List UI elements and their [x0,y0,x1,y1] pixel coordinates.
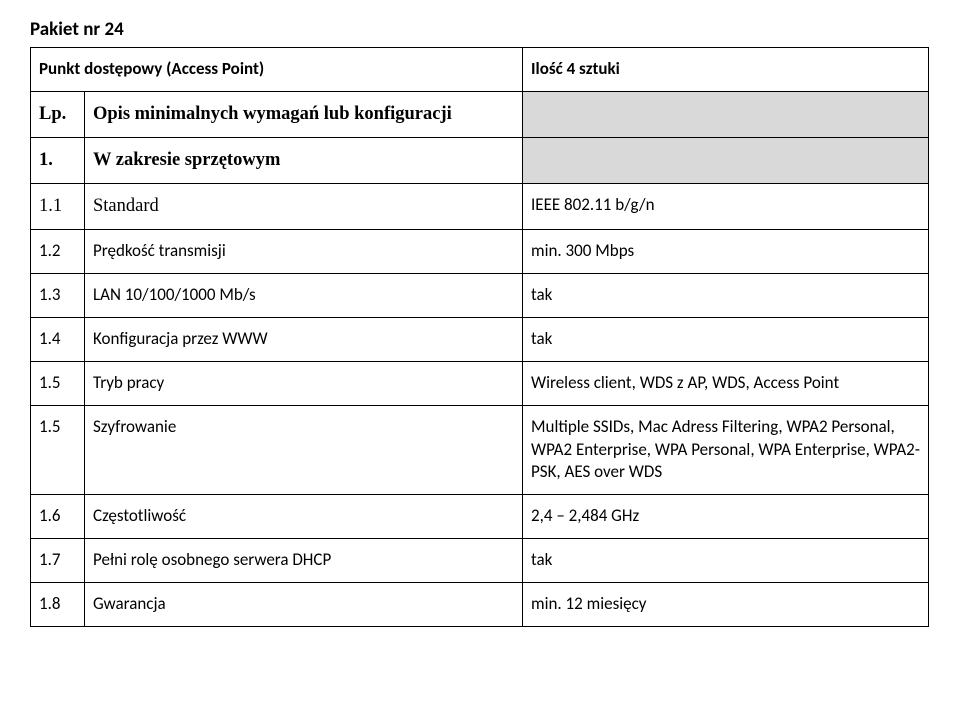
row-value: min. 300 Mbps [523,229,929,273]
row-num: 1.8 [31,583,85,627]
table-row: 1.6 Częstotliwość 2,4 – 2,484 GHz [31,495,929,539]
section-num: 1. [31,137,85,183]
row-label: Prędkość transmisji [85,229,523,273]
header-blank [523,91,929,137]
section-label: W zakresie sprzętowym [85,137,523,183]
row-label: Pełni rolę osobnego serwera DHCP [85,539,523,583]
table-row: 1.4 Konfiguracja przez WWW tak [31,317,929,361]
table-row: 1.5 Tryb pracy Wireless client, WDS z AP… [31,361,929,405]
row-value: tak [523,317,929,361]
table-row: 1.8 Gwarancja min. 12 miesięcy [31,583,929,627]
header-lp: Lp. [31,91,85,137]
row-num: 1.7 [31,539,85,583]
row-label: LAN 10/100/1000 Mb/s [85,273,523,317]
table-row: 1.2 Prędkość transmisji min. 300 Mbps [31,229,929,273]
row-value: tak [523,539,929,583]
subtitle-row: Punkt dostępowy (Access Point) Ilość 4 s… [31,48,929,92]
row-label: Częstotliwość [85,495,523,539]
spec-table: Punkt dostępowy (Access Point) Ilość 4 s… [30,47,929,627]
row-label: Szyfrowanie [85,405,523,495]
section-blank [523,137,929,183]
table-row: 1.3 LAN 10/100/1000 Mb/s tak [31,273,929,317]
header-desc: Opis minimalnych wymagań lub konfiguracj… [85,91,523,137]
page-heading: Pakiet nr 24 [30,18,929,41]
row-num: 1.5 [31,361,85,405]
row-num: 1.1 [31,183,85,229]
section-row: 1. W zakresie sprzętowym [31,137,929,183]
row-value: IEEE 802.11 b/g/n [523,183,929,229]
row-value: Wireless client, WDS z AP, WDS, Access P… [523,361,929,405]
row-label: Konfiguracja przez WWW [85,317,523,361]
row-label: Standard [85,183,523,229]
row-num: 1.3 [31,273,85,317]
row-value: 2,4 – 2,484 GHz [523,495,929,539]
row-label: Gwarancja [85,583,523,627]
row-num: 1.6 [31,495,85,539]
subtitle-right: Ilość 4 sztuki [523,48,929,92]
table-row: 1.1 Standard IEEE 802.11 b/g/n [31,183,929,229]
subtitle-left: Punkt dostępowy (Access Point) [31,48,523,92]
table-row: 1.5 Szyfrowanie Multiple SSIDs, Mac Adre… [31,405,929,495]
table-row: 1.7 Pełni rolę osobnego serwera DHCP tak [31,539,929,583]
row-num: 1.4 [31,317,85,361]
row-value: tak [523,273,929,317]
row-num: 1.2 [31,229,85,273]
row-value: min. 12 miesięcy [523,583,929,627]
row-label: Tryb pracy [85,361,523,405]
header-row: Lp. Opis minimalnych wymagań lub konfigu… [31,91,929,137]
row-num: 1.5 [31,405,85,495]
row-value: Multiple SSIDs, Mac Adress Filtering, WP… [523,405,929,495]
